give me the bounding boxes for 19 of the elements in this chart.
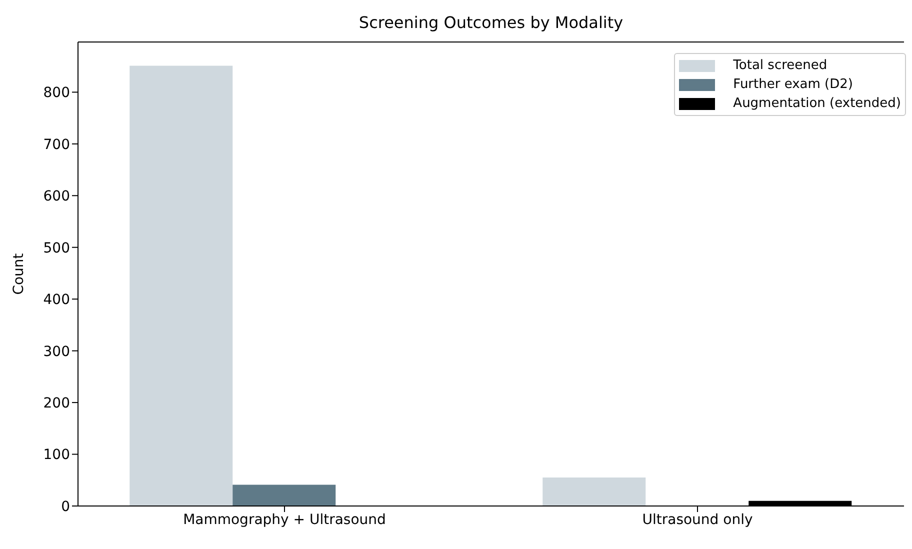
y-tick-label: 100 (43, 447, 70, 464)
y-tick-label: 600 (43, 188, 70, 205)
y-tick-label: 200 (43, 396, 70, 412)
bar (232, 484, 336, 506)
x-tick-label: Ultrasound only (642, 512, 753, 528)
y-axis-title: Count (10, 252, 27, 295)
y-tick-label: 300 (43, 344, 70, 360)
y-tick-label: 0 (61, 498, 70, 515)
bar (130, 66, 233, 506)
y-tick-label: 800 (43, 85, 70, 102)
chart-title: Screening Outcomes by Modality (358, 12, 624, 34)
legend-label: Total screened (733, 58, 828, 73)
legend-label: Augmentation (extended) (733, 96, 901, 111)
legend-label: Further exam (D2) (733, 77, 853, 92)
y-tick-label: 400 (43, 292, 70, 308)
bar (542, 478, 646, 506)
x-tick-label: Mammography + Ultrasound (183, 512, 386, 528)
y-tick-label: 700 (43, 136, 70, 153)
y-tick-label: 500 (43, 240, 70, 256)
